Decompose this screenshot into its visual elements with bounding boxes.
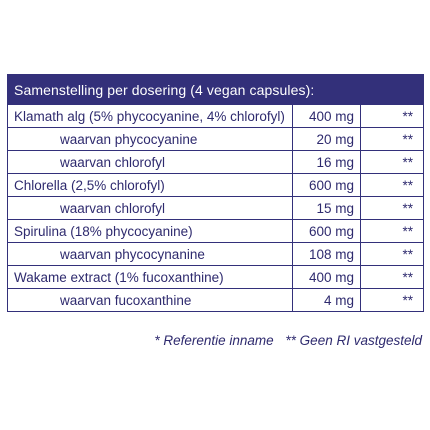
ingredient-ri: ** xyxy=(359,173,425,197)
ingredient-amount: 4 mg xyxy=(292,288,361,312)
table-row: waarvan chlorofyl 15 mg ** xyxy=(7,196,425,220)
ingredient-amount: 600 mg xyxy=(292,173,361,197)
composition-table-container: Samenstelling per dosering (4 vegan caps… xyxy=(6,74,425,312)
ingredient-amount: 400 mg xyxy=(292,265,361,289)
ingredient-name: Klamath alg (5% phycocyanine, 4% chlorof… xyxy=(7,104,293,128)
ingredient-ri: ** xyxy=(359,104,425,128)
ingredient-ri: ** xyxy=(359,196,425,220)
table-row: Spirulina (18% phycocyanine) 600 mg ** xyxy=(7,219,425,243)
ingredient-ri: ** xyxy=(359,127,425,151)
ingredient-ri: ** xyxy=(359,242,425,266)
sub-ingredient-name: waarvan phycocynanine xyxy=(7,242,293,266)
ingredient-amount: 16 mg xyxy=(292,150,361,174)
sub-ingredient-name: waarvan fucoxanthine xyxy=(7,288,293,312)
ingredient-ri: ** xyxy=(359,265,425,289)
footnote-no-ri: ** Geen RI vastgesteld xyxy=(285,333,422,348)
table-row: waarvan fucoxanthine 4 mg ** xyxy=(7,288,425,312)
table-row: Wakame extract (1% fucoxanthine) 400 mg ** xyxy=(7,265,425,289)
table-header: Samenstelling per dosering (4 vegan caps… xyxy=(6,74,425,105)
ingredient-name: Chlorella (2,5% chlorofyl) xyxy=(7,173,293,197)
table-header-row: Samenstelling per dosering (4 vegan caps… xyxy=(6,74,425,105)
table-row: waarvan phycocynanine 108 mg ** xyxy=(7,242,425,266)
footnote-reference-intake: * Referentie inname xyxy=(154,333,274,348)
composition-table: Samenstelling per dosering (4 vegan caps… xyxy=(6,74,425,312)
ingredient-ri: ** xyxy=(359,219,425,243)
sub-ingredient-name: waarvan chlorofyl xyxy=(7,150,293,174)
table-row: waarvan chlorofyl 16 mg ** xyxy=(7,150,425,174)
ingredient-amount: 20 mg xyxy=(292,127,361,151)
ingredient-amount: 108 mg xyxy=(292,242,361,266)
ingredient-name: Wakame extract (1% fucoxanthine) xyxy=(7,265,293,289)
table-row: Chlorella (2,5% chlorofyl) 600 mg ** xyxy=(7,173,425,197)
table-body: Klamath alg (5% phycocyanine, 4% chlorof… xyxy=(7,104,425,312)
table-row: waarvan phycocyanine 20 mg ** xyxy=(7,127,425,151)
sub-ingredient-name: waarvan chlorofyl xyxy=(7,196,293,220)
footnote: * Referentie inname ** Geen RI vastgeste… xyxy=(154,333,422,348)
ingredient-amount: 600 mg xyxy=(292,219,361,243)
ingredient-amount: 400 mg xyxy=(292,104,361,128)
ingredient-ri: ** xyxy=(359,150,425,174)
ingredient-amount: 15 mg xyxy=(292,196,361,220)
table-row: Klamath alg (5% phycocyanine, 4% chlorof… xyxy=(7,104,425,128)
ingredient-name: Spirulina (18% phycocyanine) xyxy=(7,219,293,243)
sub-ingredient-name: waarvan phycocyanine xyxy=(7,127,293,151)
ingredient-ri: ** xyxy=(359,288,425,312)
